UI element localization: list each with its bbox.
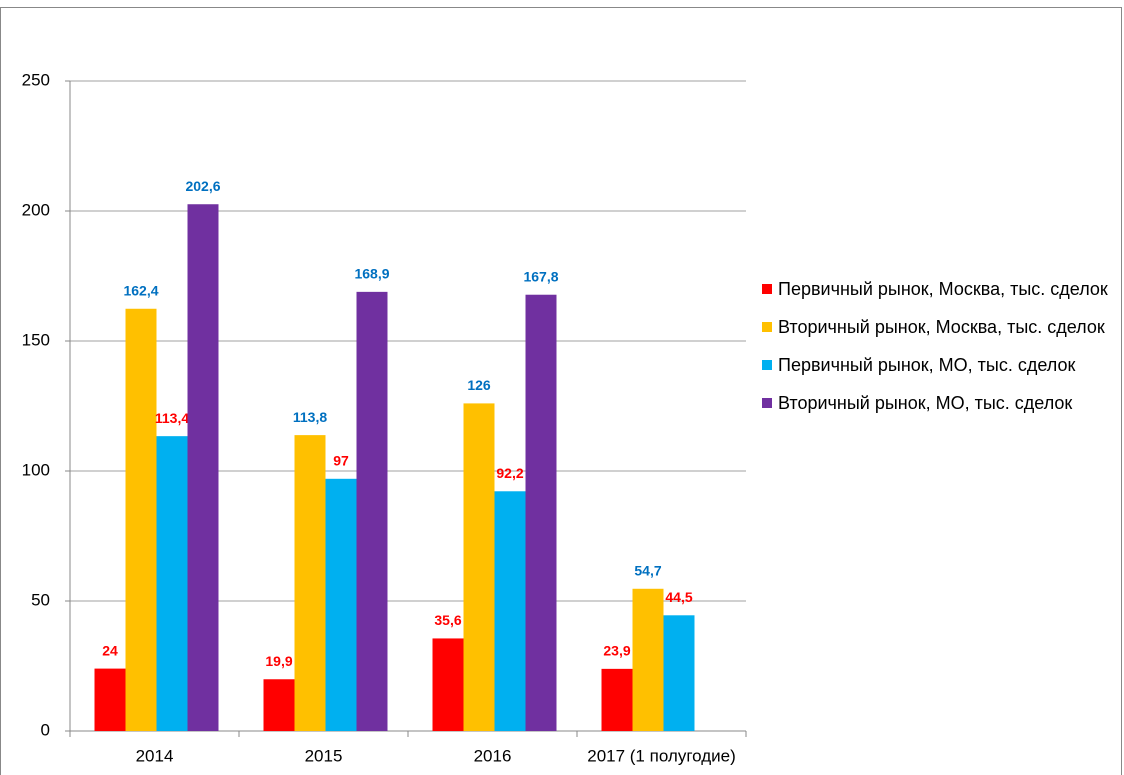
data-label: 162,4 bbox=[123, 282, 158, 298]
legend-entry: Вторичный рынок, Москва, тыс. сделок bbox=[760, 316, 1112, 338]
bar bbox=[632, 588, 664, 731]
legend-entry: Вторичный рынок, МО, тыс. сделок bbox=[760, 392, 1112, 414]
data-label: 202,6 bbox=[185, 178, 220, 194]
legend-swatch bbox=[762, 360, 772, 370]
legend: Первичный рынок, Москва, тыс. сделок Втор… bbox=[760, 278, 1112, 430]
y-tick-label: 200 bbox=[22, 200, 50, 219]
y-tick-label: 50 bbox=[31, 590, 50, 609]
data-label: 19,9 bbox=[265, 653, 292, 669]
data-label: 113,4 bbox=[155, 410, 189, 426]
y-tick-label: 250 bbox=[22, 70, 50, 89]
x-tick-label: 2016 bbox=[474, 746, 512, 765]
frame bbox=[0, 7, 1122, 775]
data-label: 35,6 bbox=[434, 612, 461, 628]
legend-label: Первичный рынок, Москва, тыс. сделок bbox=[778, 279, 1108, 299]
bar bbox=[525, 294, 557, 731]
legend-label: Первичный рынок, МО, тыс. сделок bbox=[778, 355, 1076, 375]
bar bbox=[494, 491, 526, 731]
legend-swatch bbox=[762, 398, 772, 408]
y-tick-label: 150 bbox=[22, 330, 50, 349]
legend-swatch bbox=[762, 284, 772, 294]
data-label: 23,9 bbox=[603, 643, 630, 659]
bar bbox=[432, 638, 464, 731]
data-label: 44,5 bbox=[665, 589, 692, 605]
legend-swatch bbox=[762, 322, 772, 332]
y-tick-label: 0 bbox=[41, 720, 50, 739]
bar bbox=[156, 436, 188, 731]
legend-label: Вторичный рынок, Москва, тыс. сделок bbox=[778, 317, 1105, 337]
bar bbox=[325, 478, 357, 731]
bar bbox=[294, 435, 326, 731]
y-tick-label: 100 bbox=[22, 460, 50, 479]
data-label: 54,7 bbox=[634, 562, 661, 578]
bar bbox=[356, 291, 388, 731]
bar bbox=[601, 668, 633, 731]
x-tick-label: 2014 bbox=[136, 746, 174, 765]
bar bbox=[463, 403, 495, 731]
bar bbox=[187, 204, 219, 732]
x-tick-label: 2015 bbox=[305, 746, 343, 765]
bar bbox=[263, 679, 295, 731]
x-tick-label: 2017 (1 полугодие) bbox=[587, 746, 736, 765]
data-label: 92,2 bbox=[496, 465, 523, 481]
data-label: 113,8 bbox=[293, 409, 327, 425]
bar bbox=[663, 615, 695, 731]
data-label: 97 bbox=[333, 453, 349, 469]
legend-label: Вторичный рынок, МО, тыс. сделок bbox=[778, 393, 1073, 413]
data-label: 24 bbox=[102, 642, 118, 658]
bar bbox=[125, 308, 157, 731]
legend-entry: Первичный рынок, МО, тыс. сделок bbox=[760, 354, 1112, 376]
bar bbox=[94, 668, 126, 731]
legend-entry: Первичный рынок, Москва, тыс. сделок bbox=[760, 278, 1112, 300]
data-label: 126 bbox=[467, 377, 491, 393]
data-label: 168,9 bbox=[354, 266, 389, 282]
data-label: 167,8 bbox=[523, 268, 558, 284]
